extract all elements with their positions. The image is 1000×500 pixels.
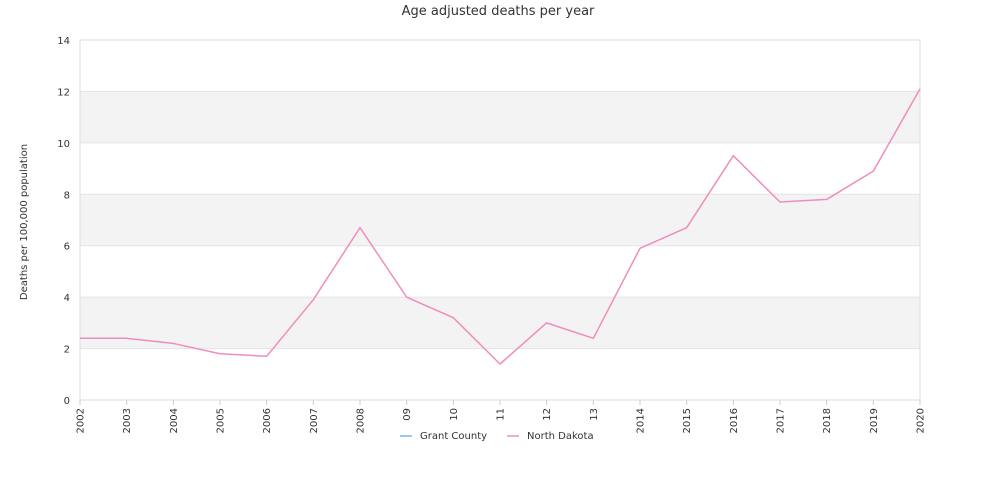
- series-lines: [80, 88, 921, 365]
- y-tick-label: 14: [57, 36, 70, 47]
- x-tick-label: 2006: [262, 408, 273, 433]
- series-line-north-dakota: [80, 88, 921, 365]
- x-tick-label: 2008: [356, 408, 367, 433]
- y-tick-label: 4: [64, 293, 70, 304]
- x-tick-label: 2007: [309, 408, 320, 433]
- y-tick-label: 2: [64, 345, 70, 356]
- grid-bands: [80, 91, 920, 349]
- y-axis-label: Deaths per 100,000 population: [19, 144, 30, 300]
- x-tick-label: 11: [496, 408, 507, 421]
- x-tick-label: 2020: [916, 408, 927, 433]
- x-tick-label: 10: [449, 408, 460, 421]
- x-tick-label: 2017: [776, 408, 787, 433]
- x-tick-label: 2002: [76, 408, 87, 433]
- y-axis-ticks: 0 2 4 6 8 10 12 14: [57, 36, 70, 407]
- chart-title: Age adjusted deaths per year: [402, 4, 595, 19]
- y-tick-label: 8: [64, 190, 70, 201]
- x-tick-label: 2015: [682, 408, 693, 433]
- gridlines: [80, 39, 920, 401]
- x-tick-label: 13: [589, 408, 600, 421]
- x-tick-label: 2019: [869, 408, 880, 433]
- x-tick-label: 12: [542, 408, 553, 421]
- x-tick-label: 2003: [122, 408, 133, 433]
- legend-label-grant-county: Grant County: [420, 431, 487, 442]
- y-tick-label: 6: [64, 242, 70, 253]
- x-tick-label: 2014: [636, 408, 647, 433]
- x-axis-ticks: 2002 2003 2004 2005 2006 2007 2008 09 10 11 12 13 20…: [76, 400, 927, 433]
- x-tick-label: 09: [402, 408, 413, 421]
- legend: Grant County North Dakota: [400, 431, 594, 442]
- legend-item-grant-county[interactable]: Grant County: [400, 431, 487, 442]
- x-tick-label: 2004: [169, 408, 180, 433]
- grid-band: [80, 194, 920, 246]
- grid-band: [80, 91, 920, 143]
- x-tick-label: 2005: [216, 408, 227, 433]
- x-tick-label: 2016: [729, 408, 740, 433]
- legend-label-north-dakota: North Dakota: [527, 431, 594, 442]
- y-tick-label: 0: [64, 396, 70, 407]
- y-tick-label: 10: [57, 139, 70, 150]
- y-tick-label: 12: [57, 87, 70, 98]
- grid-band: [80, 297, 920, 349]
- x-tick-label: 2018: [822, 408, 833, 433]
- legend-item-north-dakota[interactable]: North Dakota: [507, 431, 594, 442]
